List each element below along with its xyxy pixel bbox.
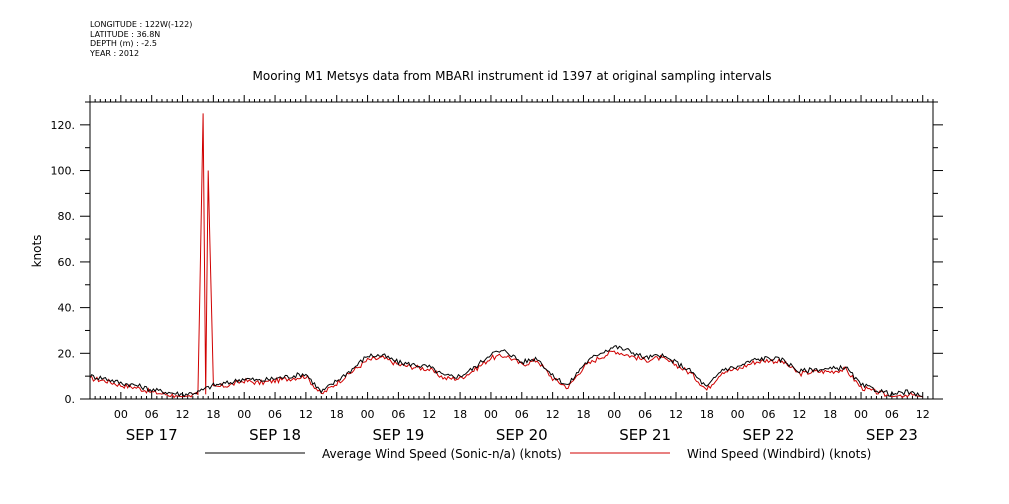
y-tick-label: 20. <box>58 347 76 360</box>
day-label: SEP 19 <box>372 426 424 444</box>
y-tick-label: 60. <box>58 256 76 269</box>
day-label: SEP 20 <box>496 426 548 444</box>
longitude-label: LONGITUDE : 122W(-122) <box>90 20 193 29</box>
x-tick-label: 06 <box>391 408 405 421</box>
y-tick-labels: 0. 20. 40. 60. 80. 100. 120. <box>51 119 76 406</box>
series-line-average <box>89 344 923 398</box>
y-tick-label: 0. <box>65 393 76 406</box>
x-tick-label: 18 <box>576 408 590 421</box>
x-tick-label: 00 <box>114 408 128 421</box>
y-tick-label: 120. <box>51 119 76 132</box>
day-label: SEP 23 <box>866 426 918 444</box>
year-label: YEAR : 2012 <box>90 48 140 58</box>
x-tick-label: 18 <box>700 408 714 421</box>
plot-frame <box>89 101 934 400</box>
y-tick-label: 100. <box>51 165 76 178</box>
series-group <box>89 113 923 399</box>
x-tick-label: 00 <box>607 408 621 421</box>
legend-label-windbird: Wind Speed (Windbird) (knots) <box>687 447 871 461</box>
x-tick-label: 18 <box>823 408 837 421</box>
series-line-windbird <box>89 113 923 399</box>
day-labels: SEP 17 SEP 18 SEP 19 SEP 20 SEP 21 SEP 22 SEP … <box>126 426 918 444</box>
day-label: SEP 17 <box>126 426 178 444</box>
day-label: SEP 22 <box>743 426 795 444</box>
x-tick-labels: 00 06 12 18 00 06 12 18 00 06 12 18 00 06 12 18 00 06 12 18… <box>114 408 930 421</box>
x-tick-label: 06 <box>268 408 282 421</box>
x-tick-label: 00 <box>484 408 498 421</box>
x-tick-label: 06 <box>145 408 159 421</box>
x-tick-label: 06 <box>762 408 776 421</box>
x-tick-label: 06 <box>638 408 652 421</box>
legend: Average Wind Speed (Sonic-n/a) (knots) W… <box>205 447 871 461</box>
x-tick-label: 12 <box>916 408 930 421</box>
latitude-label: LATITUDE : 36.8N <box>90 29 161 39</box>
x-tick-label: 12 <box>792 408 806 421</box>
x-tick-label: 12 <box>422 408 436 421</box>
depth-label: DEPTH (m) : -2.5 <box>90 39 157 48</box>
x-tick-label: 18 <box>206 408 220 421</box>
x-tick-label: 00 <box>361 408 375 421</box>
y-axis-label: knots <box>30 235 44 268</box>
x-tick-label: 18 <box>453 408 467 421</box>
x-tick-label: 00 <box>731 408 745 421</box>
x-tick-label: 00 <box>854 408 868 421</box>
x-tick-label: 06 <box>515 408 529 421</box>
x-tick-label: 18 <box>330 408 344 421</box>
y-tick-label: 40. <box>58 302 76 315</box>
y-tick-label: 80. <box>58 210 76 223</box>
x-tick-label: 12 <box>669 408 683 421</box>
legend-label-average: Average Wind Speed (Sonic-n/a) (knots) <box>322 447 562 461</box>
metadata-block: LONGITUDE : 122W(-122) LATITUDE : 36.8N … <box>90 20 192 58</box>
x-tick-label: 12 <box>299 408 313 421</box>
x-tick-label: 06 <box>885 408 899 421</box>
chart-title: Mooring M1 Metsys data from MBARI instru… <box>253 69 772 83</box>
axis-ticks <box>80 95 943 400</box>
x-tick-label: 12 <box>176 408 190 421</box>
x-tick-label: 00 <box>237 408 251 421</box>
day-label: SEP 21 <box>619 426 671 444</box>
day-label: SEP 18 <box>249 426 301 444</box>
x-tick-label: 12 <box>546 408 560 421</box>
